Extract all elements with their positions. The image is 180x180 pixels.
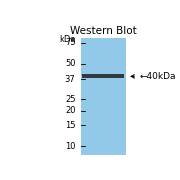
Text: 10: 10 (65, 142, 76, 151)
Text: 20: 20 (65, 106, 76, 115)
Text: 15: 15 (65, 121, 76, 130)
Text: 50: 50 (65, 59, 76, 68)
Text: Western Blot: Western Blot (70, 26, 137, 37)
Text: 75: 75 (65, 38, 76, 47)
Text: 37: 37 (65, 75, 76, 84)
Bar (82, 75, 124, 78)
Text: 25: 25 (65, 95, 76, 104)
Text: ←40kDa: ←40kDa (140, 72, 176, 81)
Bar (81, 38, 126, 155)
Text: kDa: kDa (59, 35, 76, 44)
